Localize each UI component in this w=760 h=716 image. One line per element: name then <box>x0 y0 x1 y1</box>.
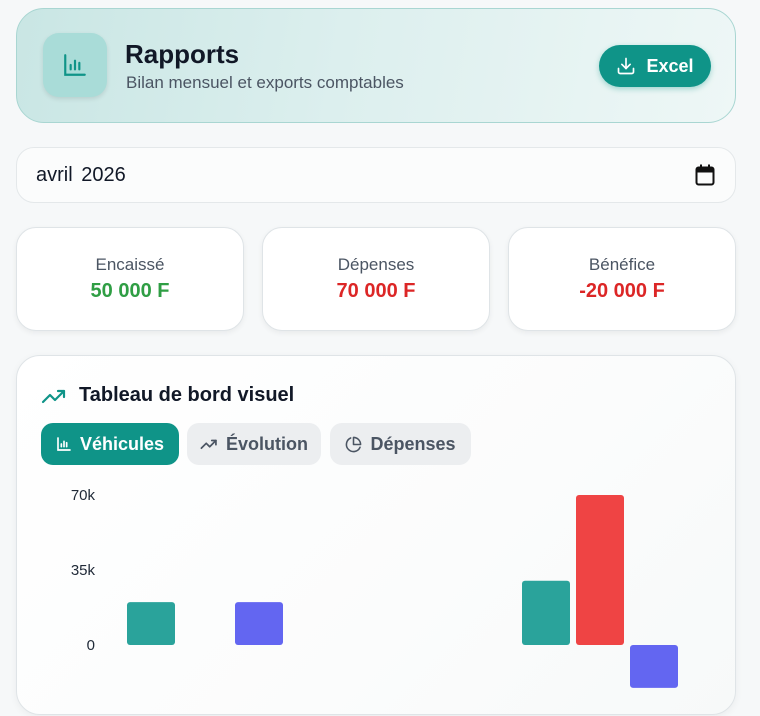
dashboard-card: Tableau de bord visuel Véhicules Évoluti… <box>16 355 736 715</box>
stat-label: Bénéfice <box>588 255 656 274</box>
tab-label: Véhicules <box>79 433 165 454</box>
vehicles-bar-chart: 70k 35k 0 <box>71 487 678 688</box>
stat-value: 50 000 F <box>90 280 170 302</box>
stat-card-depenses: Dépenses 70 000 F <box>262 227 490 331</box>
y-tick-label: 35k <box>71 562 96 579</box>
chart-bar[interactable] <box>522 580 570 645</box>
stat-card-benefice: Bénéfice -20 000 F <box>508 227 736 331</box>
tab-label: Dépenses <box>370 433 456 454</box>
tab-evolution[interactable]: Évolution <box>187 423 321 465</box>
chart-bar[interactable] <box>127 602 175 645</box>
bar-chart-icon <box>57 437 71 451</box>
download-icon <box>618 57 635 75</box>
calendar-icon[interactable] <box>695 164 715 191</box>
excel-export-button[interactable]: Excel <box>599 45 711 87</box>
y-tick-label: 0 <box>87 637 95 654</box>
chart-bar[interactable] <box>576 495 624 645</box>
chart-bar[interactable] <box>235 602 283 645</box>
stat-label: Dépenses <box>337 255 415 274</box>
y-tick-label: 70k <box>71 487 96 504</box>
stat-card-encaisse: Encaissé 50 000 F <box>16 227 244 331</box>
pie-chart-icon <box>346 436 362 452</box>
header-card: Rapports Bilan mensuel et exports compta… <box>16 8 736 123</box>
bar-chart-icon <box>43 33 107 97</box>
tab-vehicules[interactable]: Véhicules <box>41 423 179 465</box>
dashboard-header: Tableau de bord visuel <box>41 384 294 407</box>
chart-bar[interactable] <box>630 645 678 688</box>
tab-depenses[interactable]: Dépenses <box>330 423 471 465</box>
stat-value: -20 000 F <box>579 280 665 302</box>
tab-label: Évolution <box>226 433 308 454</box>
dashboard-title: Tableau de bord visuel <box>79 384 295 406</box>
page-subtitle: Bilan mensuel et exports comptables <box>126 73 404 92</box>
trending-up-icon <box>41 389 66 403</box>
stat-label: Encaissé <box>95 255 165 274</box>
trending-up-icon <box>200 439 217 450</box>
page-title: Rapports <box>125 39 240 69</box>
excel-button-label: Excel <box>646 55 694 76</box>
month-picker[interactable]: avril 2026 <box>16 147 736 203</box>
month-picker-value: avril 2026 <box>36 164 126 186</box>
stat-value: 70 000 F <box>336 280 416 302</box>
